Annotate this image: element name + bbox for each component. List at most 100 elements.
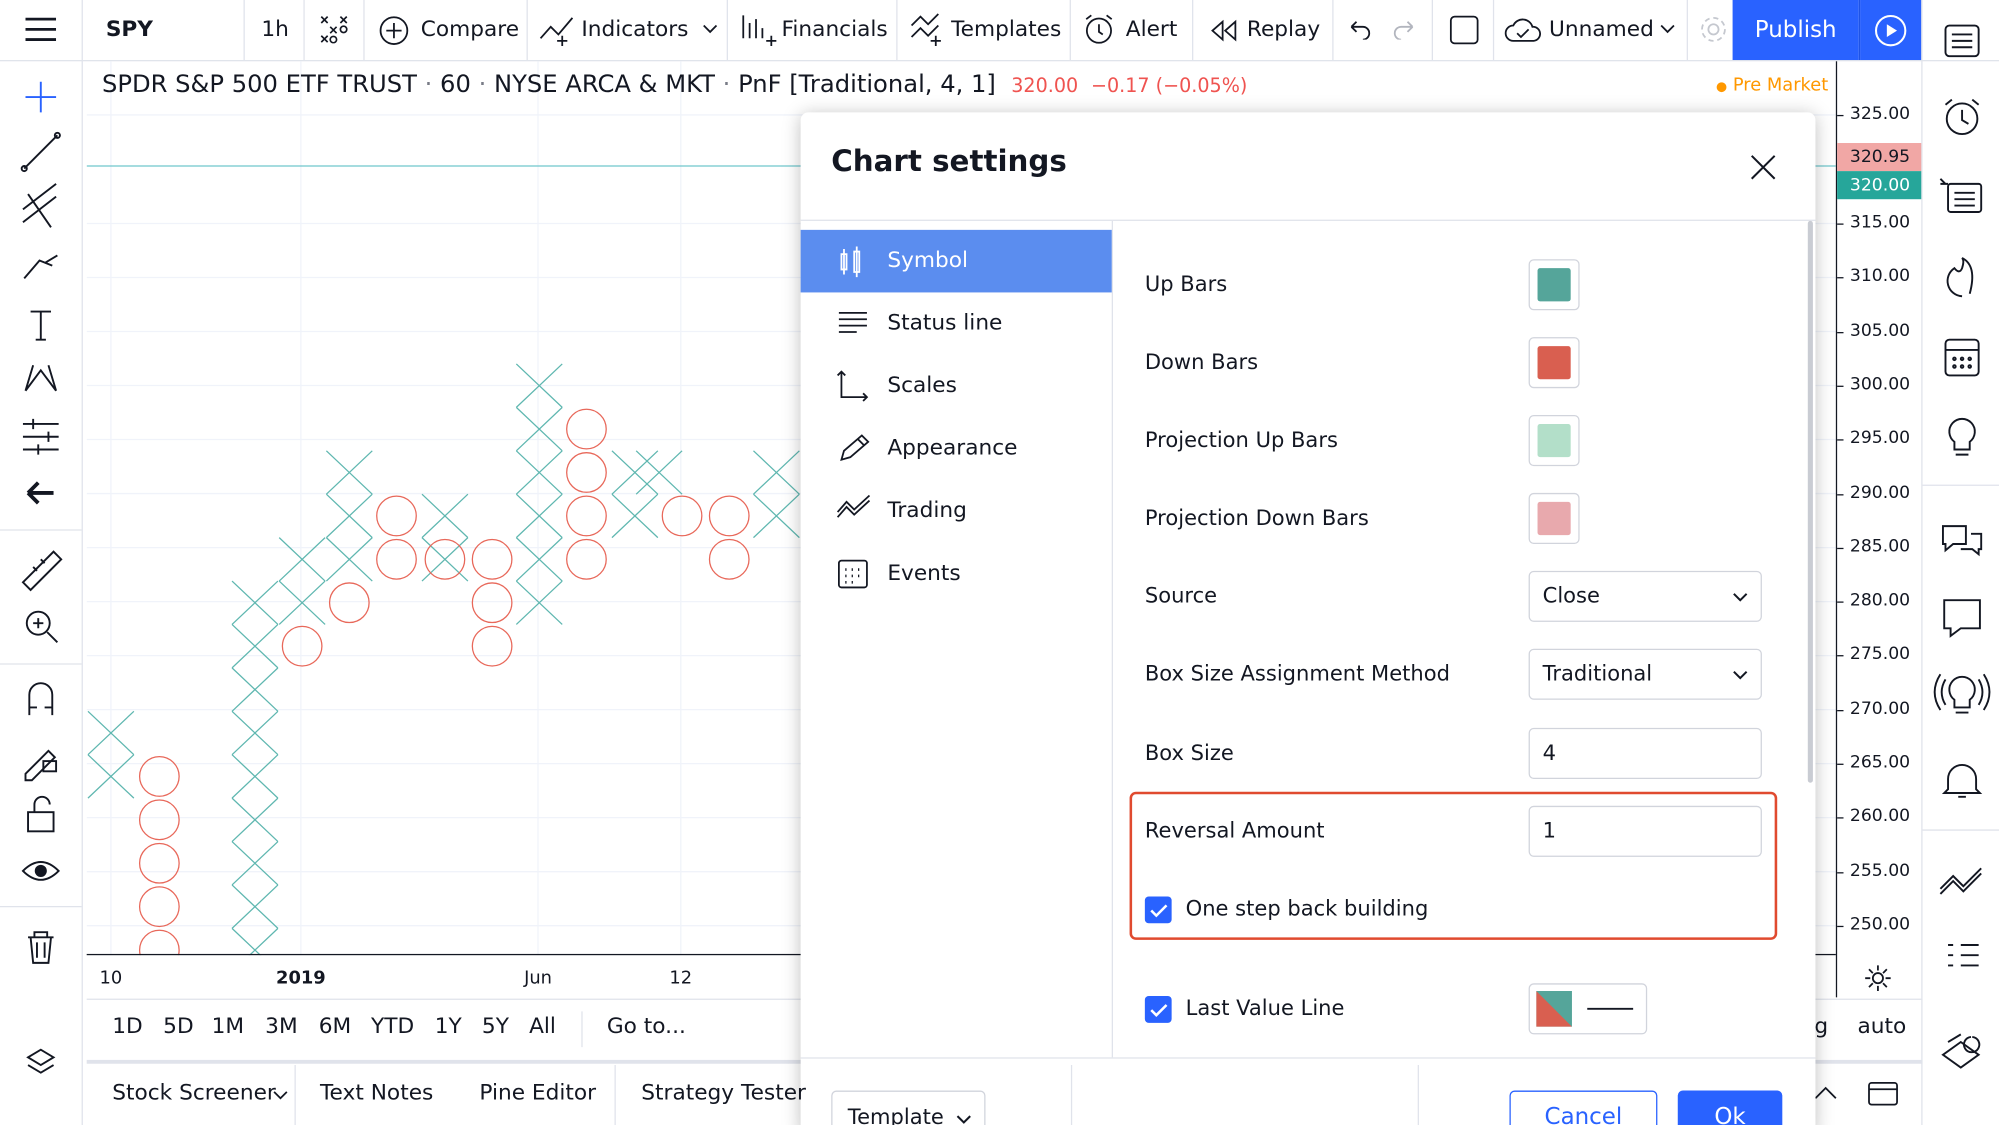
compare-icon[interactable] (379, 15, 410, 46)
nav-label[interactable]: Symbol (887, 247, 969, 274)
indicators-icon[interactable] (539, 15, 575, 46)
o-box (708, 538, 750, 580)
nav-label[interactable]: Appearance (887, 435, 1018, 461)
legend-change: −0.17 (−0.05%) (1090, 74, 1248, 98)
reversal-input[interactable]: 1 (1528, 805, 1762, 857)
panel-tab[interactable]: Text Notes (319, 1080, 434, 1106)
ok-button[interactable]: Ok (1677, 1090, 1783, 1125)
source-select[interactable]: Close (1528, 570, 1762, 622)
range-button[interactable]: 1Y (434, 1013, 462, 1040)
x-box (87, 710, 135, 756)
chevron[interactable] (702, 24, 718, 34)
template-button[interactable]: Template (831, 1090, 986, 1125)
box-size-input[interactable]: 4 (1528, 727, 1762, 779)
chevron[interactable] (273, 1091, 288, 1101)
nav-label[interactable]: Scales (887, 372, 957, 399)
panel-tab[interactable]: Strategy Tester (641, 1080, 806, 1106)
color-swatch[interactable] (1528, 415, 1580, 467)
panel-tab[interactable]: Pine Editor (479, 1080, 597, 1106)
templates-icon[interactable] (910, 13, 946, 46)
x-box (231, 797, 279, 843)
x-box (278, 537, 326, 582)
method-select[interactable]: Traditional (1528, 648, 1762, 700)
x-box (515, 406, 563, 452)
alert-button[interactable]: Alert (1125, 16, 1178, 43)
color-swatch[interactable] (1528, 259, 1580, 311)
input-value: 4 (1542, 740, 1557, 765)
nav-label[interactable]: Trading (887, 498, 967, 524)
compare-button[interactable]: Compare (420, 16, 520, 43)
replay-icon[interactable] (1210, 19, 1238, 42)
top-toolbar (0, 0, 1999, 62)
close-button[interactable] (1749, 153, 1777, 181)
chart-type-icon[interactable] (320, 15, 348, 44)
nav-item[interactable]: Status line (801, 292, 1112, 355)
nav-item[interactable]: Trading (801, 480, 1112, 543)
settings-icon[interactable] (1699, 15, 1727, 43)
range-button[interactable]: YTD (370, 1013, 415, 1040)
templates-button[interactable]: Templates (951, 16, 1062, 43)
range-button[interactable]: 5Y (481, 1013, 509, 1040)
color-swatch[interactable] (1528, 492, 1580, 545)
range-button[interactable]: 6M (318, 1013, 352, 1040)
field-label: Up Bars (1144, 272, 1228, 297)
range-button[interactable]: 3M (265, 1013, 298, 1040)
o-box (471, 582, 513, 624)
interval[interactable]: 1h (261, 16, 289, 43)
template-label: Template (847, 1104, 944, 1125)
o-box (424, 538, 466, 580)
color-swatch[interactable] (1528, 337, 1580, 389)
price-tick (1837, 925, 1844, 927)
price-tick (1837, 763, 1844, 765)
nav-item[interactable]: Scales (801, 355, 1112, 418)
range-button[interactable]: 1M (211, 1013, 245, 1040)
nav-item[interactable]: Events (801, 543, 1112, 606)
axis-settings-icon[interactable] (1864, 964, 1892, 992)
x-box (611, 450, 659, 495)
range-button[interactable]: All (529, 1013, 556, 1040)
financials-icon[interactable] (741, 13, 777, 46)
replay-button[interactable]: Replay (1246, 16, 1321, 43)
price-tick (1837, 601, 1844, 603)
symbol-name: SPDR S&P 500 ETF TRUST (101, 70, 417, 99)
indicators-button[interactable]: Indicators (581, 16, 689, 43)
cloud-icon[interactable] (1504, 18, 1542, 44)
nav-item[interactable]: Appearance (801, 418, 1112, 481)
chart-legend: SPDR S&P 500 ETF TRUST · 60 · NYSE ARCA … (101, 70, 1248, 99)
menu-icon[interactable] (25, 17, 57, 43)
range-button[interactable]: 5D (163, 1013, 194, 1040)
layout-name[interactable]: Unnamed (1549, 16, 1654, 43)
range-button[interactable]: 1D (112, 1013, 143, 1040)
panel-controls[interactable] (1813, 1080, 1902, 1108)
price-label: 280.00 (1849, 590, 1911, 611)
play-button[interactable] (1860, 0, 1922, 61)
x-box (325, 493, 373, 539)
chevron[interactable] (1660, 24, 1675, 34)
cancel-button[interactable]: Cancel (1509, 1090, 1658, 1125)
x-box (421, 537, 469, 582)
nav-item[interactable]: Symbol (800, 229, 1112, 293)
line-style-picker[interactable] (1528, 983, 1648, 1035)
left-toolbar (0, 81, 82, 1074)
select-value: Traditional (1542, 661, 1653, 686)
chart-type: PnF [Traditional, 4, 1] (738, 70, 996, 99)
fullscreen-icon[interactable] (1449, 15, 1479, 45)
checkbox[interactable] (1144, 896, 1172, 924)
nav-label[interactable]: Events (887, 560, 961, 587)
nav-label[interactable]: Status line (887, 310, 1003, 336)
symbol-search[interactable]: SPY (105, 16, 154, 43)
price-label: 290.00 (1849, 482, 1911, 503)
alert-icon[interactable] (1084, 14, 1117, 47)
auto-toggle[interactable]: auto (1857, 1013, 1907, 1040)
x-box (325, 537, 373, 582)
checkbox[interactable] (1144, 996, 1172, 1023)
last-price-label: 320.95 (1837, 143, 1922, 172)
price-label: 305.00 (1849, 320, 1911, 341)
panel-tab[interactable]: Stock Screener (112, 1080, 276, 1106)
price-tick (1837, 709, 1844, 711)
publish-button[interactable]: Publish (1732, 0, 1859, 61)
undo-redo[interactable] (1346, 19, 1417, 40)
price-label: 295.00 (1849, 428, 1911, 449)
financials-button[interactable]: Financials (781, 16, 888, 43)
goto-button[interactable]: Go to... (606, 1013, 686, 1040)
